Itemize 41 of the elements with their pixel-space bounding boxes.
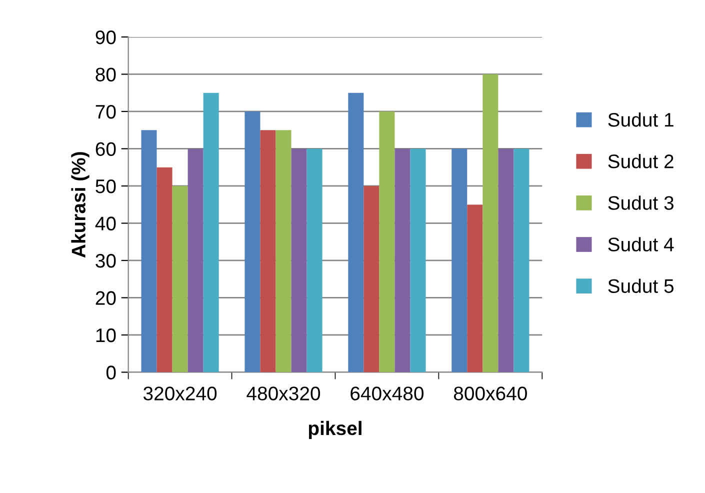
legend-label: Sudut 1 (608, 112, 674, 127)
bar (452, 148, 468, 372)
bar (172, 186, 188, 372)
bar (203, 92, 219, 372)
bar (482, 74, 498, 372)
y-tick-label: 30 (96, 254, 116, 268)
y-tick-label: 10 (96, 328, 116, 342)
legend-label: Sudut 2 (608, 154, 674, 168)
x-tick-label: 800x640 (454, 386, 527, 400)
x-tick-label: 320x240 (143, 386, 217, 400)
legend-label: Sudut 4 (608, 237, 674, 252)
x-tick-label: 640x480 (350, 386, 424, 400)
legend-label: Sudut 3 (608, 196, 674, 210)
bar (364, 186, 380, 372)
bar (260, 130, 276, 372)
bar (467, 204, 483, 372)
bar (498, 148, 514, 372)
y-tick-label: 60 (96, 142, 116, 156)
y-tick-label: 20 (96, 291, 116, 305)
bar (348, 92, 364, 372)
legend-label: Sudut 5 (608, 278, 674, 293)
y-tick-label: 70 (96, 104, 116, 119)
bar (244, 111, 260, 372)
bar (514, 148, 530, 372)
y-tick-label: 40 (95, 216, 116, 230)
bar (394, 148, 410, 372)
bar (410, 148, 426, 372)
y-tick-label: 90 (96, 30, 116, 44)
y-tick-label: 0 (106, 366, 116, 380)
bar (141, 130, 157, 372)
bar (291, 148, 307, 372)
x-tick-label: 480x320 (246, 386, 320, 400)
y-tick-label: 80 (96, 68, 116, 82)
bar (276, 130, 292, 372)
bar (306, 148, 322, 372)
y-tick-label: 50 (96, 179, 116, 194)
bar (379, 111, 395, 372)
y-axis-title: Akurasi (%) (71, 152, 90, 258)
bar (156, 167, 172, 372)
x-axis-title: piksel (308, 420, 362, 440)
bar (188, 148, 204, 372)
